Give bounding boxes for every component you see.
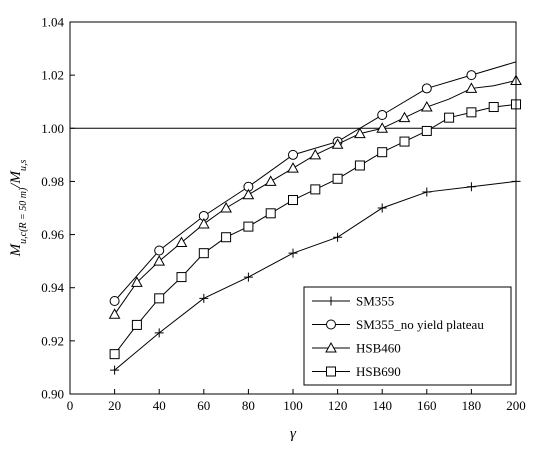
x-tick-label: 120 xyxy=(328,398,348,413)
y-axis-label: Mu,c(R = 50 m)/Mu,s xyxy=(8,160,29,258)
data-point xyxy=(288,248,298,258)
data-point xyxy=(108,308,121,319)
legend-marker xyxy=(326,319,336,330)
legend-box xyxy=(303,286,512,386)
y-tick-label: 0.90 xyxy=(41,387,64,402)
data-point xyxy=(309,148,322,160)
data-point xyxy=(131,276,143,287)
data-point xyxy=(288,149,298,160)
y-tick-label: 1.02 xyxy=(41,68,64,83)
data-point xyxy=(376,122,389,133)
data-point xyxy=(399,136,410,147)
x-tick-label: 140 xyxy=(372,398,392,413)
data-point xyxy=(310,184,321,195)
legend-item: HSB460 xyxy=(312,341,401,356)
x-tick-label: 60 xyxy=(197,398,210,413)
data-point xyxy=(198,248,209,259)
x-axis: 0 20 40 60 80 100 120 140 160 180 200 xyxy=(67,389,526,413)
x-tick-label: 40 xyxy=(153,398,166,413)
data-point xyxy=(354,160,365,171)
y-label-sub1: u,c(R = 50 m) xyxy=(18,187,29,244)
data-point xyxy=(333,232,343,242)
series-3 xyxy=(108,74,522,319)
series-1 xyxy=(110,176,521,375)
data-point xyxy=(466,107,477,118)
x-tick-label: 0 xyxy=(67,398,74,413)
series-line xyxy=(114,180,517,371)
data-point xyxy=(466,70,477,81)
data-point xyxy=(154,245,165,256)
y-tick-label: 1.04 xyxy=(41,15,64,30)
x-tick-label: 100 xyxy=(283,398,303,413)
data-point xyxy=(331,138,344,149)
data-point xyxy=(109,296,120,306)
data-point xyxy=(288,195,298,206)
data-point xyxy=(243,272,253,282)
legend-label: SM355 xyxy=(356,294,394,309)
legend-label: HSB690 xyxy=(356,364,401,379)
x-tick-label: 80 xyxy=(242,398,255,413)
y-tick-label: 0.92 xyxy=(41,333,64,348)
data-point xyxy=(242,188,255,200)
x-tick-label: 20 xyxy=(108,398,121,413)
y-label-main: M xyxy=(8,242,24,257)
y-label-slash: /M xyxy=(8,170,24,189)
data-point xyxy=(332,173,343,184)
y-label-sub2: u,s xyxy=(18,160,29,172)
data-point xyxy=(131,319,142,330)
data-point xyxy=(154,293,165,304)
data-point xyxy=(199,293,209,303)
series-line xyxy=(114,61,517,302)
data-point xyxy=(354,127,366,139)
legend-item: HSB690 xyxy=(312,364,401,379)
data-point xyxy=(465,82,478,93)
x-tick-label: 200 xyxy=(506,398,526,413)
series-line xyxy=(114,79,517,315)
data-point xyxy=(175,236,188,248)
x-tick-label: 160 xyxy=(417,398,437,413)
y-tick-label: 0.96 xyxy=(41,227,64,242)
data-point xyxy=(377,147,388,158)
series-2 xyxy=(109,61,517,306)
data-point xyxy=(197,217,210,229)
data-point xyxy=(466,182,476,192)
data-point xyxy=(488,102,499,113)
data-point xyxy=(243,221,254,232)
legend-marker xyxy=(326,366,336,377)
y-tick-label: 0.98 xyxy=(41,174,64,189)
data-point xyxy=(176,272,187,283)
legend-item: SM355 xyxy=(312,294,394,309)
data-point xyxy=(221,232,232,243)
legend-item: SM355_no yield plateau xyxy=(312,317,484,332)
data-point xyxy=(109,349,120,360)
data-point xyxy=(420,100,433,112)
data-point xyxy=(287,162,299,173)
x-tick-label: 180 xyxy=(462,398,482,413)
x-axis-label: γ xyxy=(290,426,297,442)
y-tick-label: 0.94 xyxy=(41,280,64,295)
series-4 xyxy=(109,99,521,360)
y-axis: 0.90 0.92 0.94 0.96 0.98 1.00 1.02 1.04 xyxy=(41,15,75,402)
data-point xyxy=(154,328,164,338)
data-point xyxy=(265,208,276,219)
data-point xyxy=(377,110,388,120)
data-point xyxy=(377,203,387,213)
data-point xyxy=(444,112,455,123)
legend-label: SM355_no yield plateau xyxy=(356,317,484,332)
y-tick-label: 1.00 xyxy=(41,121,64,136)
data-point xyxy=(110,365,120,375)
data-point xyxy=(421,125,432,136)
data-point xyxy=(398,111,411,123)
data-point xyxy=(422,187,432,197)
data-point xyxy=(220,201,232,213)
data-point xyxy=(264,175,277,186)
legend-marker xyxy=(325,341,337,353)
data-point xyxy=(153,255,166,266)
legend-label: HSB460 xyxy=(356,341,401,356)
legend: SM355 SM355_no yield plateau HSB460 HSB690 xyxy=(303,286,512,386)
data-point xyxy=(421,83,432,94)
legend-marker xyxy=(326,296,336,306)
series-layer xyxy=(108,61,522,375)
